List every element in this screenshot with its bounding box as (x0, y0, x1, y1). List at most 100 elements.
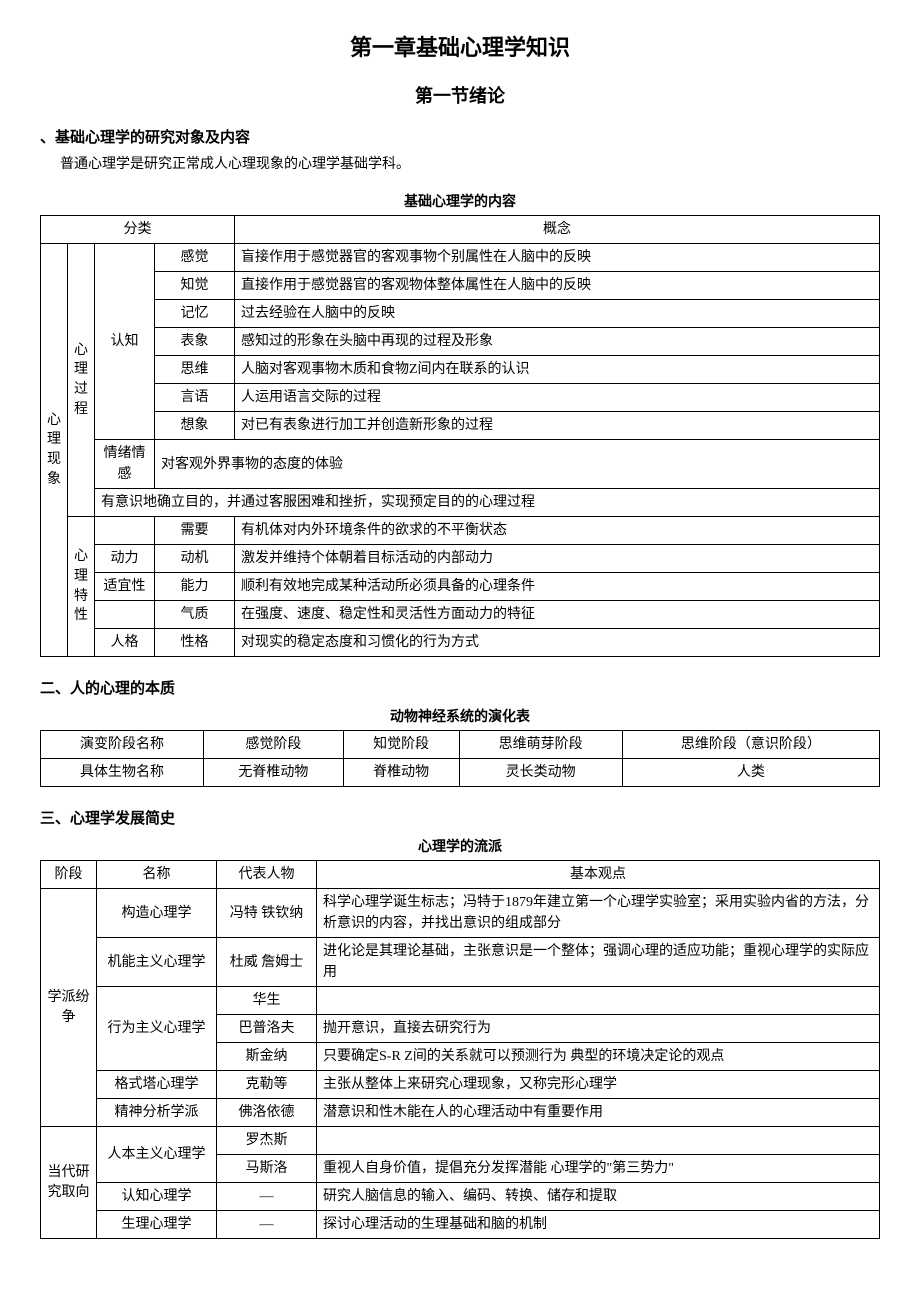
cell: 适宜性 (95, 573, 155, 601)
cell: 思维阶段（意识阶段） (622, 731, 879, 759)
s2-table-title: 动物神经系统的演化表 (40, 706, 880, 726)
table-row: 适宜性 能力 顺利有效地完成某种活动所必须具备的心理条件 (41, 573, 880, 601)
cell: 主张从整体上来研究心理现象，又称完形心理学 (317, 1071, 880, 1099)
s3-table-title: 心理学的流派 (40, 836, 880, 856)
table-row: 学派纷争 构造心理学 冯特 铁钦纳 科学心理学诞生标志；冯特于1879年建立第一… (41, 889, 880, 938)
cell: 感知过的形象在头脑中再现的过程及形象 (235, 328, 880, 356)
cell-g2: 当代研究取向 (41, 1127, 97, 1239)
table-row: 表象 感知过的形象在头脑中再现的过程及形象 (41, 328, 880, 356)
table-evolution: 演变阶段名称 感觉阶段 知觉阶段 思维萌芽阶段 思维阶段（意识阶段） 具体生物名… (40, 730, 880, 787)
table-content: 分类 概念 心理现象 心理过程 认知 感觉 盲接作用于感觉器官的客观事物个别属性… (40, 215, 880, 657)
cell-g1: 学派纷争 (41, 889, 97, 1127)
table-row: 行为主义心理学 华生 (41, 987, 880, 1015)
table-row: 阶段 名称 代表人物 基本观点 (41, 861, 880, 889)
cell: 言语 (155, 384, 235, 412)
chapter-title: 第一章基础心理学知识 (40, 30, 880, 62)
table-row: 精神分析学派 佛洛依德 潜意识和性木能在人的心理活动中有重要作用 (41, 1099, 880, 1127)
cell: 动力 (95, 545, 155, 573)
table-row: 情绪情感 对客观外界事物的态度的体验 (41, 440, 880, 489)
cell: 罗杰斯 (217, 1127, 317, 1155)
cell: 在强度、速度、稳定性和灵活性方面动力的特征 (235, 601, 880, 629)
table-row: 心理特性 需要 有机体对内外环境条件的欲求的不平衡状态 (41, 517, 880, 545)
cell: 佛洛依德 (217, 1099, 317, 1127)
table-row: 知觉 直接作用于感觉器官的客观物体整体属性在人脑中的反映 (41, 272, 880, 300)
s3-heading: 三、心理学发展简史 (40, 807, 880, 828)
th: 名称 (97, 861, 217, 889)
cell: 过去经验在人脑中的反映 (235, 300, 880, 328)
cell: 冯特 铁钦纳 (217, 889, 317, 938)
cell: 记忆 (155, 300, 235, 328)
table-row: 言语 人运用语言交际的过程 (41, 384, 880, 412)
cell: 对已有表象进行加工并创造新形象的过程 (235, 412, 880, 440)
cell: 直接作用于感觉器官的客观物体整体属性在人脑中的反映 (235, 272, 880, 300)
cell: 盲接作用于感觉器官的客观事物个别属性在人脑中的反映 (235, 244, 880, 272)
cell: 只要确定S-R Z间的关系就可以预测行为 典型的环境决定论的观点 (317, 1043, 880, 1071)
cell: 认知心理学 (97, 1183, 217, 1211)
cell: 人脑对客观事物木质和食物Z间内在联系的认识 (235, 356, 880, 384)
table-row: 有意识地确立目的，并通过客服困难和挫折，实现预定目的的心理过程 (41, 489, 880, 517)
table-row: 气质 在强度、速度、稳定性和灵活性方面动力的特征 (41, 601, 880, 629)
cell: 气质 (155, 601, 235, 629)
cell: 知觉 (155, 272, 235, 300)
cell: 激发并维持个体朝着目标活动的内部动力 (235, 545, 880, 573)
cell: 有意识地确立目的，并通过客服困难和挫折，实现预定目的的心理过程 (95, 489, 880, 517)
cell: 人本主义心理学 (97, 1127, 217, 1183)
th: 代表人物 (217, 861, 317, 889)
cell: 人格 (95, 629, 155, 657)
cell: 性格 (155, 629, 235, 657)
th-concept: 概念 (235, 216, 880, 244)
cell: 潜意识和性木能在人的心理活动中有重要作用 (317, 1099, 880, 1127)
s1-table-title: 基础心理学的内容 (40, 191, 880, 211)
table-row: 想象 对已有表象进行加工并创造新形象的过程 (41, 412, 880, 440)
cell: 有机体对内外环境条件的欲求的不平衡状态 (235, 517, 880, 545)
cell: 感觉阶段 (204, 731, 344, 759)
s1-heading: 、基础心理学的研究对象及内容 (40, 126, 880, 147)
cell (95, 517, 155, 545)
table-row: 思维 人脑对客观事物木质和食物Z间内在联系的认识 (41, 356, 880, 384)
cell: 科学心理学诞生标志；冯特于1879年建立第一个心理学实验室；采用实验内省的方法，… (317, 889, 880, 938)
table-row: 人格 性格 对现实的稳定态度和习惯化的行为方式 (41, 629, 880, 657)
table-row: 心理现象 心理过程 认知 感觉 盲接作用于感觉器官的客观事物个别属性在人脑中的反… (41, 244, 880, 272)
th-category: 分类 (41, 216, 235, 244)
table-row: 机能主义心理学 杜威 詹姆士 进化论是其理论基础，主张意识是一个整体；强调心理的… (41, 938, 880, 987)
cell: 对客观外界事物的态度的体验 (155, 440, 880, 489)
cell: 机能主义心理学 (97, 938, 217, 987)
cell: 格式塔心理学 (97, 1071, 217, 1099)
cell: 无脊椎动物 (204, 759, 344, 787)
cell: 演变阶段名称 (41, 731, 204, 759)
table-schools: 阶段 名称 代表人物 基本观点 学派纷争 构造心理学 冯特 铁钦纳 科学心理学诞… (40, 860, 880, 1239)
table-row: 分类 概念 (41, 216, 880, 244)
table-row: 具体生物名称 无脊椎动物 脊椎动物 灵长类动物 人类 (41, 759, 880, 787)
cell: 表象 (155, 328, 235, 356)
cell: 脊椎动物 (343, 759, 459, 787)
table-row: 格式塔心理学 克勒等 主张从整体上来研究心理现象，又称完形心理学 (41, 1071, 880, 1099)
cell: 行为主义心理学 (97, 987, 217, 1071)
cell: 思维 (155, 356, 235, 384)
table-row: 记忆 过去经验在人脑中的反映 (41, 300, 880, 328)
cell: 精神分析学派 (97, 1099, 217, 1127)
cell: 巴普洛夫 (217, 1015, 317, 1043)
cell-g1: 心理过程 (68, 244, 95, 517)
cell: 研究人脑信息的输入、编码、转换、储存和提取 (317, 1183, 880, 1211)
cell: 感觉 (155, 244, 235, 272)
section-title: 第一节绪论 (40, 82, 880, 108)
table-row: 动力 动机 激发并维持个体朝着目标活动的内部动力 (41, 545, 880, 573)
cell: 斯金纳 (217, 1043, 317, 1071)
table-row: 演变阶段名称 感觉阶段 知觉阶段 思维萌芽阶段 思维阶段（意识阶段） (41, 731, 880, 759)
cell: 杜威 詹姆士 (217, 938, 317, 987)
cell: 灵长类动物 (459, 759, 622, 787)
cell: 具体生物名称 (41, 759, 204, 787)
s1-text: 普通心理学是研究正常成人心理现象的心理学基础学科。 (60, 153, 880, 173)
cell: 抛开意识，直接去研究行为 (317, 1015, 880, 1043)
cell: 需要 (155, 517, 235, 545)
cell-root: 心理现象 (41, 244, 68, 657)
cell: 进化论是其理论基础，主张意识是一个整体；强调心理的适应功能；重视心理学的实际应用 (317, 938, 880, 987)
cell: 知觉阶段 (343, 731, 459, 759)
cell: 重视人自身价值，提倡充分发挥潜能 心理学的"第三势力" (317, 1155, 880, 1183)
cell: 人运用语言交际的过程 (235, 384, 880, 412)
s2-heading: 二、人的心理的本质 (40, 677, 880, 698)
cell: — (217, 1183, 317, 1211)
cell: 动机 (155, 545, 235, 573)
cell-g2: 心理特性 (68, 517, 95, 657)
th: 阶段 (41, 861, 97, 889)
